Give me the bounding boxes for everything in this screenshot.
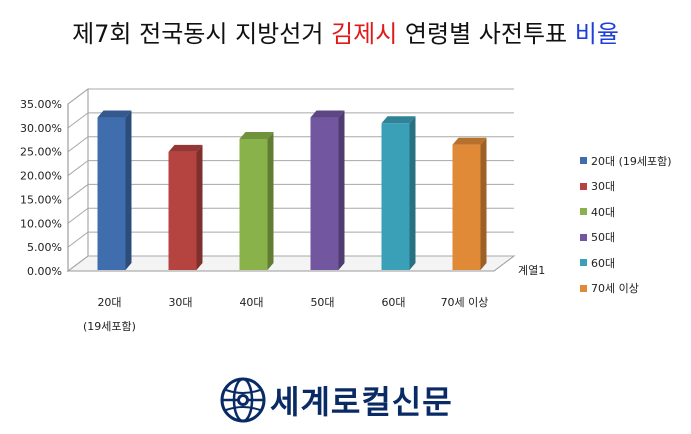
legend-label: 20대 (19세포함) <box>591 154 672 168</box>
bar-top <box>97 110 132 118</box>
legend-item: 20대 (19세포함) <box>580 148 672 174</box>
bar-front <box>97 117 126 271</box>
x-tick-label: 50대 <box>310 296 334 309</box>
gridline <box>67 112 514 129</box>
x-tick-label: 20대 <box>97 296 121 309</box>
gridline <box>67 231 514 248</box>
chart-side-wall <box>67 88 89 272</box>
bar-top <box>310 110 345 118</box>
bar <box>239 132 274 270</box>
bar <box>452 137 487 270</box>
globe-emblem-icon <box>220 377 266 423</box>
bar-side <box>125 110 132 271</box>
chart-floor <box>66 255 516 272</box>
bar-top <box>452 137 487 145</box>
bar-side <box>267 132 274 270</box>
legend-swatch <box>580 208 587 216</box>
legend-item: 40대 <box>580 199 672 225</box>
legend-label: 40대 <box>591 205 616 219</box>
gridline <box>67 207 514 224</box>
y-tick-label: 35.00% <box>20 98 62 111</box>
y-tick-label: 0.00% <box>27 265 62 278</box>
x-tick-label: 30대 <box>168 296 192 309</box>
plot-back-wall <box>66 88 516 272</box>
bar-front <box>452 144 481 270</box>
y-tick-label: 30.00% <box>20 122 62 135</box>
legend-swatch <box>580 157 587 165</box>
logo-text: 세계로컬신문 <box>270 383 453 421</box>
bar <box>381 116 416 270</box>
y-tick-label: 5.00% <box>27 241 62 254</box>
x-tick-label: 70세 이상 <box>441 296 489 309</box>
y-tick-label: 25.00% <box>20 146 62 159</box>
bar-top <box>168 144 203 152</box>
legend-swatch <box>580 182 587 190</box>
chart-legend: 20대 (19세포함) 30대 40대 50대 60대 70세 이상 <box>580 148 672 301</box>
series-depth-label: 계열1 <box>518 264 545 277</box>
chart-title: 제7회 전국동시 지방선거 김제시 연령별 사전투표 비율 <box>0 14 691 49</box>
title-ratio: 비율 <box>574 20 619 48</box>
bar-side <box>338 110 345 271</box>
title-city: 김제시 <box>331 20 398 48</box>
gridline <box>67 88 514 105</box>
gridline <box>67 160 514 176</box>
legend-label: 70세 이상 <box>591 282 639 296</box>
legend-swatch <box>580 233 587 241</box>
bar-top <box>239 132 274 140</box>
bar-side <box>196 144 203 270</box>
x-tick-label: (19세포함) <box>83 320 136 333</box>
bar <box>310 110 345 271</box>
gridline <box>67 183 514 200</box>
title-part1: 제7회 전국동시 지방선거 <box>72 20 332 48</box>
bar-front <box>168 151 197 270</box>
legend-swatch <box>580 259 587 267</box>
legend-item: 50대 <box>580 225 672 251</box>
bar <box>97 110 132 271</box>
x-tick-label: 60대 <box>381 296 405 309</box>
bar-side <box>409 116 416 270</box>
legend-item: 70세 이상 <box>580 276 672 302</box>
bar <box>168 144 203 270</box>
y-tick-label: 10.00% <box>20 217 62 230</box>
y-tick-label: 15.00% <box>20 193 62 206</box>
legend-label: 50대 <box>591 231 616 245</box>
title-part3: 연령별 사전투표 <box>397 20 575 48</box>
bar-top <box>381 116 416 124</box>
x-tick-label: 40대 <box>239 296 263 309</box>
y-axis: 35.00% 30.00% 25.00% 20.00% 15.00% 10.00% 5.00… <box>20 98 69 278</box>
legend-swatch <box>580 284 587 292</box>
bar-front <box>310 117 339 271</box>
bar-front <box>381 123 410 270</box>
legend-item: 60대 <box>580 250 672 276</box>
legend-label: 30대 <box>591 180 616 194</box>
bar-side <box>480 137 487 270</box>
y-tick-label: 20.00% <box>20 170 62 183</box>
gridline <box>67 255 514 272</box>
newspaper-logo: 세계로컬신문 <box>220 376 453 424</box>
gridline <box>67 136 514 153</box>
bar-front <box>239 139 268 270</box>
bar-series <box>97 110 487 271</box>
x-axis: 20대 (19세포함) 30대 40대 50대 60대 70세 이상 계열1 <box>83 264 545 333</box>
legend-item: 30대 <box>580 174 672 200</box>
legend-label: 60대 <box>591 256 616 270</box>
